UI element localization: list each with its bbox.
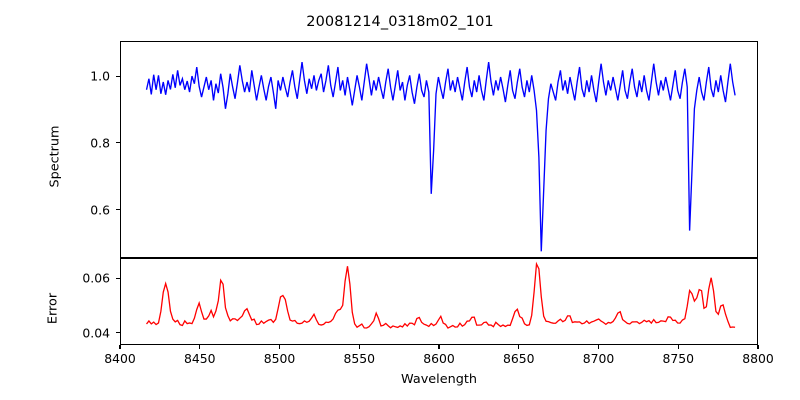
spectrum-y-tick-mark [116,209,120,211]
spectrum-y-tick-label: 0.6 [90,202,110,218]
x-tick-label: 8600 [423,351,455,366]
x-tick-label: 8450 [183,351,216,366]
spectrum-axes [120,41,758,258]
spectrum-y-tick-label: 0.8 [90,135,110,151]
page-title: 20081214_0318m02_101 [306,14,494,30]
x-tick-label: 8750 [662,351,695,366]
x-tick-label: 8400 [104,351,136,366]
spectrum-line-plot [145,61,736,252]
error-axes [120,258,758,345]
error-y-tick-label: 0.06 [82,270,110,286]
error-line-plot [146,261,736,329]
spectrum-y-axis-label: Spectrum [47,125,63,188]
error-y-tick-mark [116,332,120,334]
x-tick-mark [518,345,520,349]
x-tick-mark [278,345,281,349]
x-tick-label: 8500 [263,351,296,366]
spectrum-trace [145,61,736,252]
x-tick-label: 8800 [742,351,774,366]
error-y-tick-mark [116,277,120,279]
x-tick-mark [199,345,201,349]
x-tick-mark [677,345,679,349]
x-tick-mark [119,345,121,349]
error-y-tick-label: 0.04 [82,325,110,341]
x-tick-mark [597,345,600,349]
error-trace [146,261,736,329]
spectrum-y-tick-mark [116,75,120,77]
spectrum-y-tick-label: 1.0 [90,68,110,84]
spectrum-y-tick-mark [116,142,120,144]
x-tick-mark [358,345,360,349]
x-tick-mark [757,345,759,349]
x-tick-mark [438,345,440,349]
x-tick-label: 8650 [502,351,535,366]
x-tick-label: 8700 [582,351,615,366]
x-axis-label: Wavelength [401,372,477,387]
x-tick-label: 8550 [343,351,376,366]
